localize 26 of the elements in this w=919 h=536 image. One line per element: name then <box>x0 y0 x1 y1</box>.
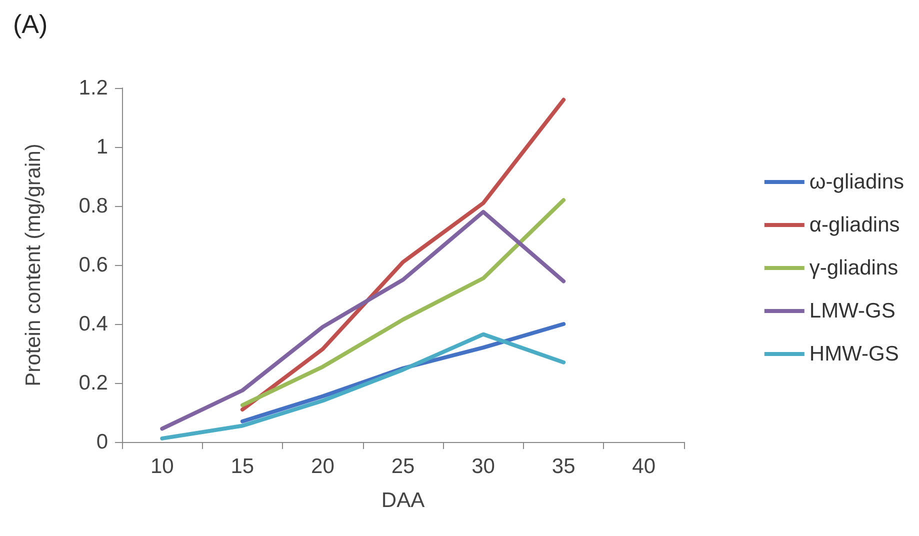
line-series <box>160 332 566 440</box>
y-tick-label: 0.2 <box>78 372 108 394</box>
legend-label: α-gliadins <box>809 214 900 236</box>
line-series <box>240 198 566 408</box>
legend-label: γ-gliadins <box>809 256 898 280</box>
y-axis-title: Protein content (mg/grain) <box>22 144 45 386</box>
y-tick-label: 0.6 <box>78 254 108 276</box>
legend-label: ω-gliadins <box>809 170 904 194</box>
x-axis-title: DAA <box>381 489 425 512</box>
y-tick-label: 1 <box>96 136 108 158</box>
x-tick-label: 10 <box>150 455 174 478</box>
x-tick-label: 25 <box>391 455 415 478</box>
x-tick-label: 40 <box>632 455 656 478</box>
legend-label: HMW-GS <box>809 342 899 366</box>
x-tick-label: 30 <box>472 455 495 478</box>
line-series <box>240 98 566 412</box>
x-tick-label: 15 <box>230 455 254 478</box>
chart-title: (A) <box>13 9 48 39</box>
x-tick-label: 35 <box>552 455 576 478</box>
y-tick-label: 0.8 <box>78 194 108 218</box>
y-tick-label: 1.2 <box>78 76 108 100</box>
y-tick-label: 0 <box>96 430 108 454</box>
legend-label: LMW-GS <box>809 300 896 322</box>
x-tick-label: 20 <box>311 455 334 478</box>
line-series <box>160 210 566 431</box>
y-tick-label: 0.4 <box>78 312 108 336</box>
